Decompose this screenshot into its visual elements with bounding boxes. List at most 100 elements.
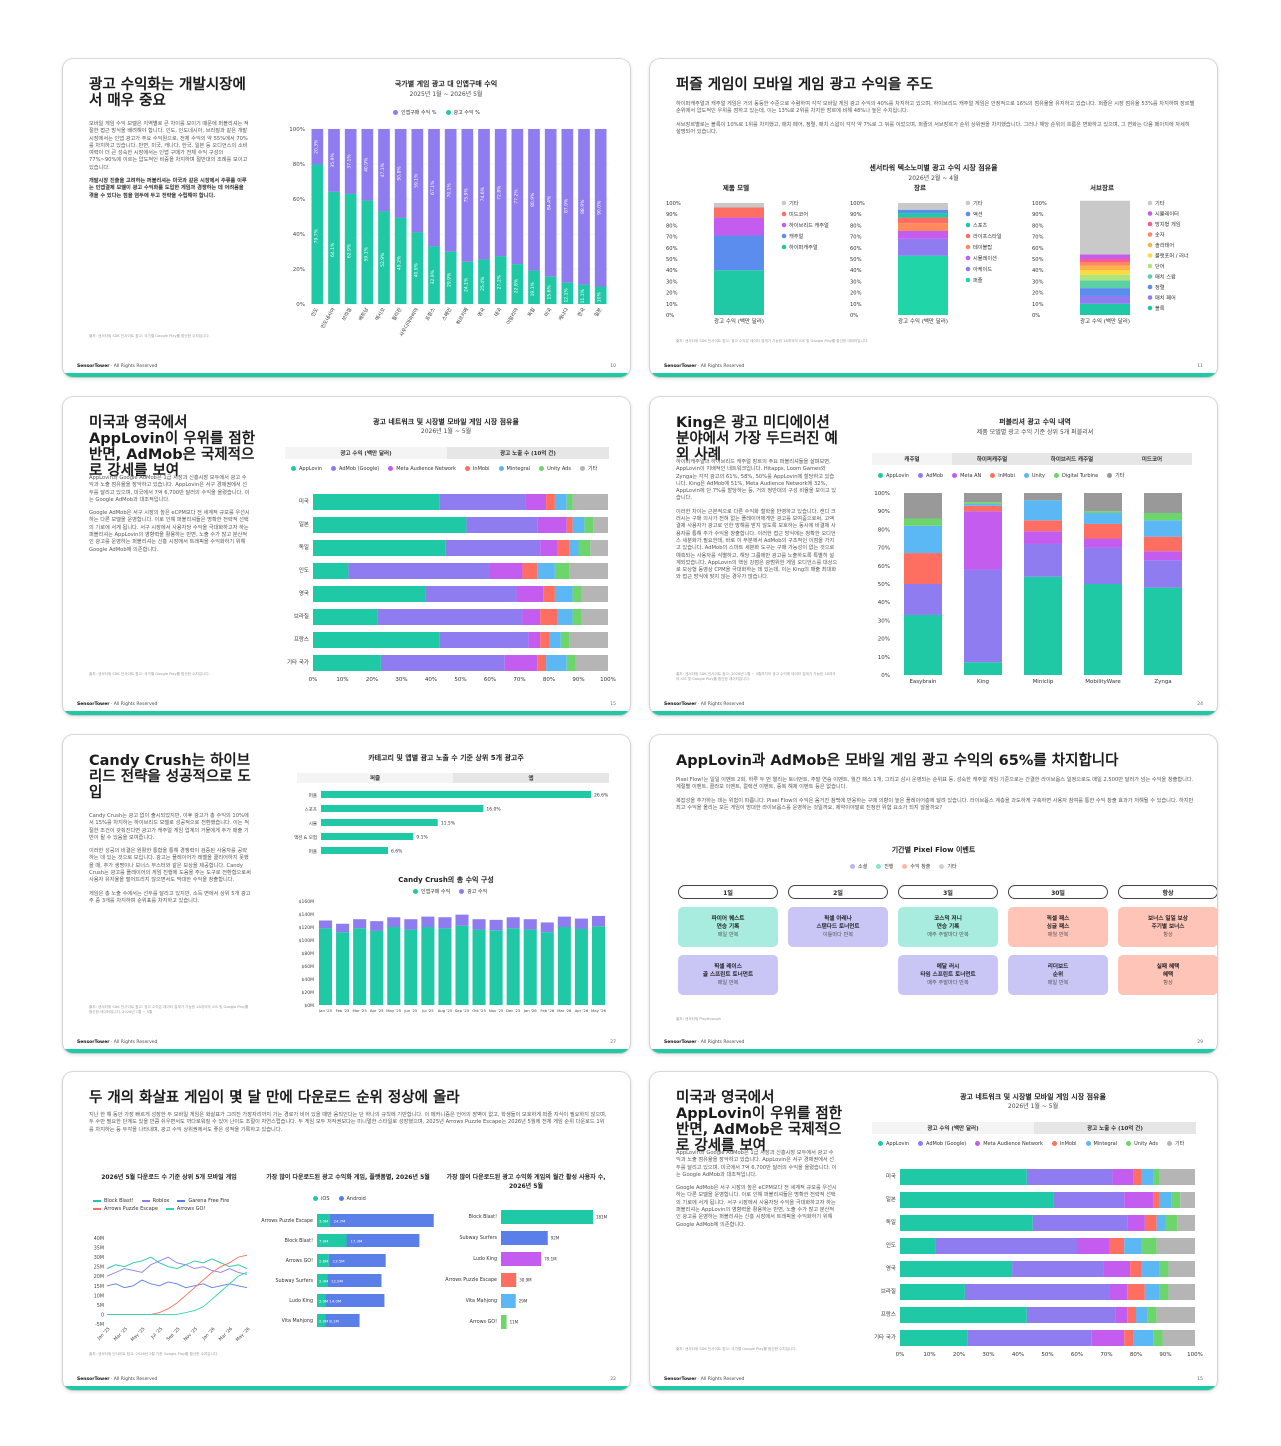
- legend-item: Garena Free Fire: [177, 1198, 229, 1204]
- stacked-segment: [964, 502, 1002, 504]
- legend-label: 정렬: [1155, 283, 1165, 291]
- page-number: 24: [1197, 702, 1203, 707]
- y-tick-label: 60%: [878, 564, 890, 570]
- tab-casual[interactable]: 캐주얼: [872, 453, 952, 465]
- stacked-segment: [313, 586, 426, 602]
- slide-pixel-flow-events[interactable]: AppLovin과 AdMob은 모바일 게임 광고 수익의 65%를 차지합니…: [650, 735, 1217, 1053]
- bar-iap: [511, 129, 524, 265]
- bar-ad: [557, 916, 571, 927]
- tab-app[interactable]: 앱: [453, 773, 609, 783]
- data-label: 88.9%: [580, 199, 586, 214]
- product-model-tabs[interactable]: 캐주얼 하이퍼캐주얼 하이브리드 캐주얼 미드코어: [872, 453, 1192, 465]
- slide-ad-vs-iap-by-country[interactable]: 광고 수익화는 개발시장에서 매우 중요 모바일 게임 수익 모델은 지역별로 …: [63, 59, 630, 377]
- bar-ad: [328, 191, 340, 304]
- y-tick-label: 70%: [1032, 235, 1044, 241]
- stacked-segment: [566, 655, 576, 671]
- data-label: 2.0M: [319, 1319, 328, 1324]
- bar-iap: [444, 129, 457, 252]
- stacked-segment: [546, 494, 555, 510]
- event-card: 픽셀 아레나 스탠다드 토너먼트 이틀마다 반복: [788, 907, 888, 947]
- bar-ad: [472, 919, 486, 930]
- legend-label: 하이브리드 캐주얼: [789, 221, 829, 229]
- stacked-segment: [1144, 536, 1182, 552]
- y-tick-label: 70%: [878, 546, 890, 552]
- slide-title: AppLovin과 AdMob은 모바일 게임 광고 수익의 65%를 차지합니…: [676, 753, 1119, 769]
- x-tick-label: 브라질: [340, 306, 353, 322]
- bar-android: [329, 1214, 434, 1227]
- tab-revenue[interactable]: 광고 수익 (백만 달러): [285, 447, 447, 459]
- bar-iap: [428, 129, 440, 247]
- slide-king-mediation[interactable]: King은 광고 미디에이션 분야에서 가장 두드러진 예외 사례 하이퍼캐주얼…: [650, 397, 1217, 715]
- event-card: 보너스 일일 보상 주기별 보너스 항상: [1118, 907, 1217, 947]
- stacked-segment: [313, 563, 349, 579]
- body-paragraph: 개발시장 진출을 고려하는 퍼블리셔는 미국과 같은 시장에서 주류를 이루는 …: [89, 178, 247, 199]
- stacked-segment: [1124, 1192, 1154, 1208]
- y-tick-label: 80%: [293, 162, 305, 168]
- tab-midcore[interactable]: 미드코어: [1112, 453, 1192, 465]
- stacked-segment: [964, 503, 1002, 506]
- x-tick-label: May '26: [591, 1008, 607, 1013]
- y-tick-label: $160M: [299, 899, 314, 905]
- bar-ad: [528, 270, 540, 304]
- y-tick-label: 25M: [94, 1265, 104, 1271]
- legend-marker: [1147, 253, 1153, 258]
- x-tick-label: 90%: [572, 677, 584, 683]
- legend-marker: [1147, 232, 1153, 237]
- stacked-segment: [1144, 493, 1182, 514]
- tab-impressions[interactable]: 광고 노출 수 (10억 건): [447, 447, 609, 459]
- slide-applovin-admob-repeat[interactable]: 미국과 영국에서 AppLovin이 우위를 점한 반면, AdMob은 국제적…: [650, 1072, 1217, 1390]
- tab-impressions[interactable]: 광고 노출 수 (10억 건): [1034, 1122, 1196, 1134]
- bar-ad: [311, 164, 324, 304]
- legend-marker: [965, 200, 971, 206]
- y-tick-label: 기타 국가: [874, 1333, 896, 1341]
- slide-puzzle-share[interactable]: 퍼즐 게임이 모바일 게임 광고 수익을 주도 하이퍼캐주얼과 캐주얼 게임은 …: [650, 59, 1217, 377]
- legend-item: InMobi: [1051, 1140, 1077, 1147]
- page-number: 22: [610, 1377, 616, 1382]
- mau-bar-chart: Block Blast! 181M Subway Surfers 92M Ludo Ki…: [445, 1210, 608, 1329]
- x-tick-label: 60%: [484, 677, 496, 683]
- bar-ad: [494, 256, 507, 304]
- stacked-segment: [543, 586, 555, 602]
- stacked-segment: [714, 235, 764, 271]
- y-tick-label: 스포츠: [305, 807, 317, 813]
- slide-candy-crush-hybrid[interactable]: Candy Crush는 하이브리드 전략을 성공적으로 도입 Candy Cr…: [63, 735, 630, 1053]
- tab-hybridcasual[interactable]: 하이브리드 캐주얼: [1032, 453, 1112, 465]
- stacked-segment: [1084, 511, 1122, 514]
- x-tick-label: 30%: [395, 677, 407, 683]
- bar-iap: [574, 928, 588, 1005]
- stacked-segment: [900, 1261, 1013, 1277]
- stacked-segment: [898, 217, 948, 224]
- stacked-segment: [1012, 1261, 1104, 1277]
- bar-ad: [489, 919, 503, 931]
- stacked-segment: [1084, 547, 1122, 584]
- metric-tabs[interactable]: 광고 수익 (백만 달러) 광고 노출 수 (10억 건): [872, 1122, 1196, 1134]
- stacked-segment: [1084, 584, 1122, 675]
- stacked-segment: [1115, 1307, 1128, 1323]
- metric-tabs[interactable]: 광고 수익 (백만 달러) 광고 노출 수 (10억 건): [285, 447, 609, 459]
- bar-iap: [455, 925, 469, 1005]
- chart-subtitle: 2026년 1월 ~ 5월: [420, 428, 472, 435]
- x-tick-label: MobilityWare: [1085, 679, 1121, 685]
- bar-ios: [317, 1294, 326, 1307]
- page-number: 27: [610, 1040, 616, 1045]
- y-tick-label: $140M: [299, 912, 314, 918]
- slide-arrow-games[interactable]: 두 개의 화살표 게임이 몇 달 만에 다운로드 순위 정상에 올라 지난 한 …: [63, 1072, 630, 1390]
- tab-hypercasual[interactable]: 하이퍼캐주얼: [952, 453, 1032, 465]
- data-label: 16.0%: [486, 807, 501, 813]
- data-label: 9.1%: [416, 835, 428, 841]
- tab-puzzle[interactable]: 퍼즐: [297, 773, 453, 783]
- slide-title: King은 광고 미디에이션 분야에서 가장 두드러진 예외 사례: [676, 415, 838, 463]
- tab-revenue[interactable]: 광고 수익 (백만 달러): [872, 1122, 1034, 1134]
- x-tick-label: 필리핀: [390, 306, 403, 322]
- legend-label: 솔리테어: [1155, 241, 1174, 249]
- data-label: 74.6%: [480, 186, 486, 201]
- stacked-segment: [445, 540, 541, 556]
- period-3d: 3일: [898, 885, 998, 899]
- bar-iap: [328, 129, 340, 192]
- stacked-segment: [313, 632, 440, 648]
- slide-applovin-admob[interactable]: 미국과 영국에서 AppLovin이 우위를 점한 반면, AdMob은 국제적…: [63, 397, 630, 715]
- data-label: 7.0M: [319, 1239, 328, 1244]
- legend-item: 소셜: [850, 863, 867, 870]
- advertiser-tabs[interactable]: 퍼즐 앱: [297, 773, 609, 783]
